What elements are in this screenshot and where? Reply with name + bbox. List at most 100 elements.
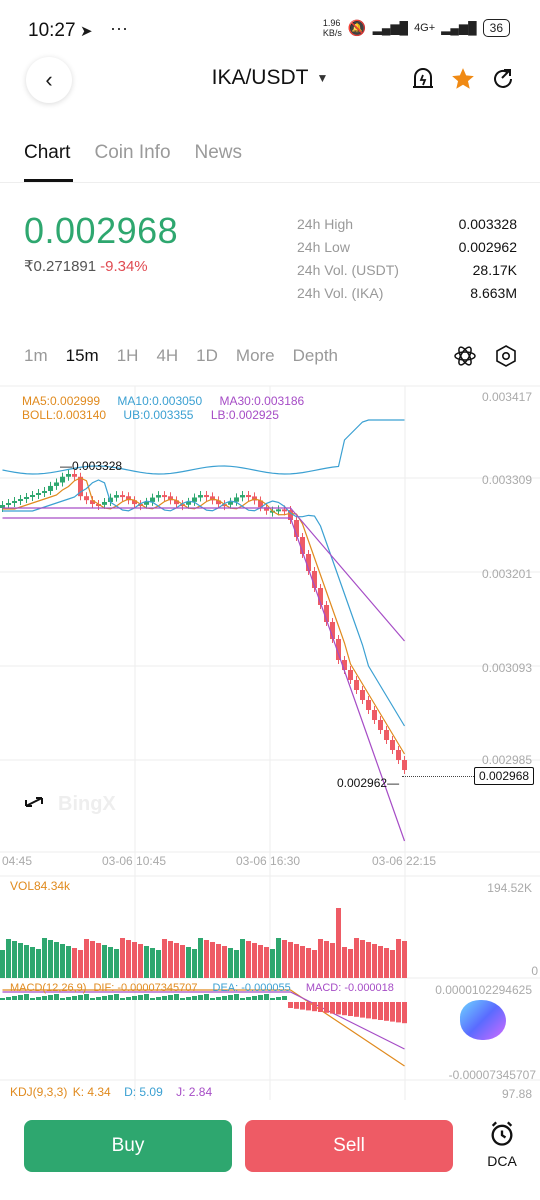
volume-bar	[342, 947, 347, 978]
volume-bar	[54, 942, 59, 978]
volume-bar	[114, 949, 119, 978]
volume-bar	[24, 945, 29, 978]
high-marker: —0.003328	[60, 459, 123, 473]
kline-chart[interactable]: BingX MA5:0.002999 MA10:0.003050 MA30:0.…	[0, 380, 540, 1101]
volume-bar	[324, 941, 329, 978]
volume-bar	[150, 948, 155, 978]
kdj-title: KDJ(9,3,3)	[10, 1085, 68, 1099]
stat-value: 28.17K	[472, 262, 517, 278]
macd-dif: DIF: -0.00007345707	[93, 982, 198, 994]
macd-axis-bottom: -0.00007345707	[448, 1068, 536, 1082]
volume-bar	[390, 950, 395, 978]
interval-more[interactable]: More	[235, 346, 275, 365]
time-axis-label: 04:45	[2, 854, 33, 868]
macd-bar	[264, 994, 269, 1000]
macd-bar	[240, 998, 245, 1000]
share-icon[interactable]	[490, 66, 516, 92]
tab-news[interactable]: News	[194, 142, 243, 163]
candle	[324, 605, 329, 622]
volume-bar	[12, 941, 17, 978]
stat-value: 0.003328	[458, 216, 517, 232]
tab-coin-info[interactable]: Coin Info	[94, 142, 171, 163]
expand-icon[interactable]	[25, 797, 43, 807]
dca-label: DCA	[487, 1153, 517, 1169]
macd-bar	[318, 1002, 323, 1012]
interval-1m[interactable]: 1m	[24, 346, 48, 365]
volume-bar	[156, 950, 161, 978]
macd-bar	[168, 995, 173, 1000]
interval-depth[interactable]: Depth	[292, 346, 339, 365]
volume-bar	[6, 939, 11, 978]
volume-bar	[312, 950, 317, 978]
interval-1d[interactable]: 1D	[196, 346, 218, 365]
macd-bar	[150, 998, 155, 1000]
macd-bar	[366, 1002, 371, 1019]
interval-15m[interactable]: 15m	[65, 346, 99, 365]
macd-bar	[162, 996, 167, 1000]
macd-bar	[144, 994, 149, 1000]
watermark: BingX	[58, 793, 116, 815]
candle	[192, 497, 197, 502]
candle	[12, 501, 17, 503]
volume-bar	[66, 946, 71, 978]
kdj-d: D: 5.09	[124, 1085, 163, 1099]
chart-settings-icon[interactable]	[494, 344, 518, 373]
sell-button[interactable]: Sell	[245, 1120, 453, 1172]
status-time: 10:27	[28, 20, 76, 41]
volume-bar	[18, 943, 23, 978]
candle	[156, 495, 161, 498]
volume-bar	[402, 941, 407, 978]
candle	[396, 750, 401, 760]
telegram-icon: ➤	[80, 23, 93, 40]
tab-chart[interactable]: Chart	[24, 142, 71, 163]
candle	[120, 495, 125, 498]
volume-bar	[282, 940, 287, 978]
pair-selector[interactable]: IKA/USDT ▼	[0, 66, 540, 90]
stat-row: 24h Vol. (USDT) 28.17K	[297, 262, 517, 285]
mute-icon: 🔕	[347, 20, 367, 37]
macd-bar	[90, 998, 95, 1000]
macd-bar	[0, 998, 5, 1000]
volume-bar	[234, 950, 239, 978]
macd-bar	[18, 995, 23, 1000]
volume-bars	[0, 908, 407, 978]
indicator-lines	[2, 419, 406, 1067]
candle	[384, 730, 389, 740]
assistant-bubble-icon[interactable]	[460, 1000, 506, 1040]
ma-legend: MA5:0.002999 MA10:0.003050 MA30:0.003186	[22, 394, 304, 408]
volume-bar	[102, 945, 107, 978]
candle	[96, 504, 101, 507]
ma10-line	[2, 479, 406, 727]
candle	[168, 496, 173, 501]
macd-bar	[60, 998, 65, 1000]
price-axis-label: 0.003309	[481, 473, 532, 487]
macd-bar	[294, 1002, 299, 1009]
macd-bar	[306, 1002, 311, 1011]
macd-bar	[390, 1002, 395, 1022]
favorite-star-icon[interactable]	[450, 66, 476, 92]
volume-bar	[222, 946, 227, 978]
volume-bar	[378, 946, 383, 978]
buy-button[interactable]: Buy	[24, 1120, 232, 1172]
dca-button[interactable]: DCA	[477, 1120, 527, 1169]
macd-dif-line	[2, 989, 405, 1067]
macd-title: MACD(12,26,9)	[10, 982, 87, 994]
candle	[228, 501, 233, 505]
interval-1h[interactable]: 1H	[116, 346, 139, 365]
back-button[interactable]: ‹	[26, 57, 72, 103]
macd-bar	[120, 998, 125, 1000]
volume-bar	[42, 938, 47, 978]
candles	[0, 470, 407, 774]
volume-bar	[252, 943, 257, 978]
volume-bar	[228, 948, 233, 978]
indicator-icon[interactable]	[453, 344, 477, 373]
price-alert-icon[interactable]	[410, 66, 436, 92]
candle	[174, 500, 179, 505]
stat-value: 0.002962	[458, 239, 517, 255]
interval-4h[interactable]: 4H	[156, 346, 179, 365]
volume-bar	[72, 948, 77, 978]
candle	[60, 476, 65, 483]
ma30-line	[2, 507, 405, 642]
pair-title: IKA/USDT	[211, 66, 309, 89]
macd-bar	[360, 1002, 365, 1018]
